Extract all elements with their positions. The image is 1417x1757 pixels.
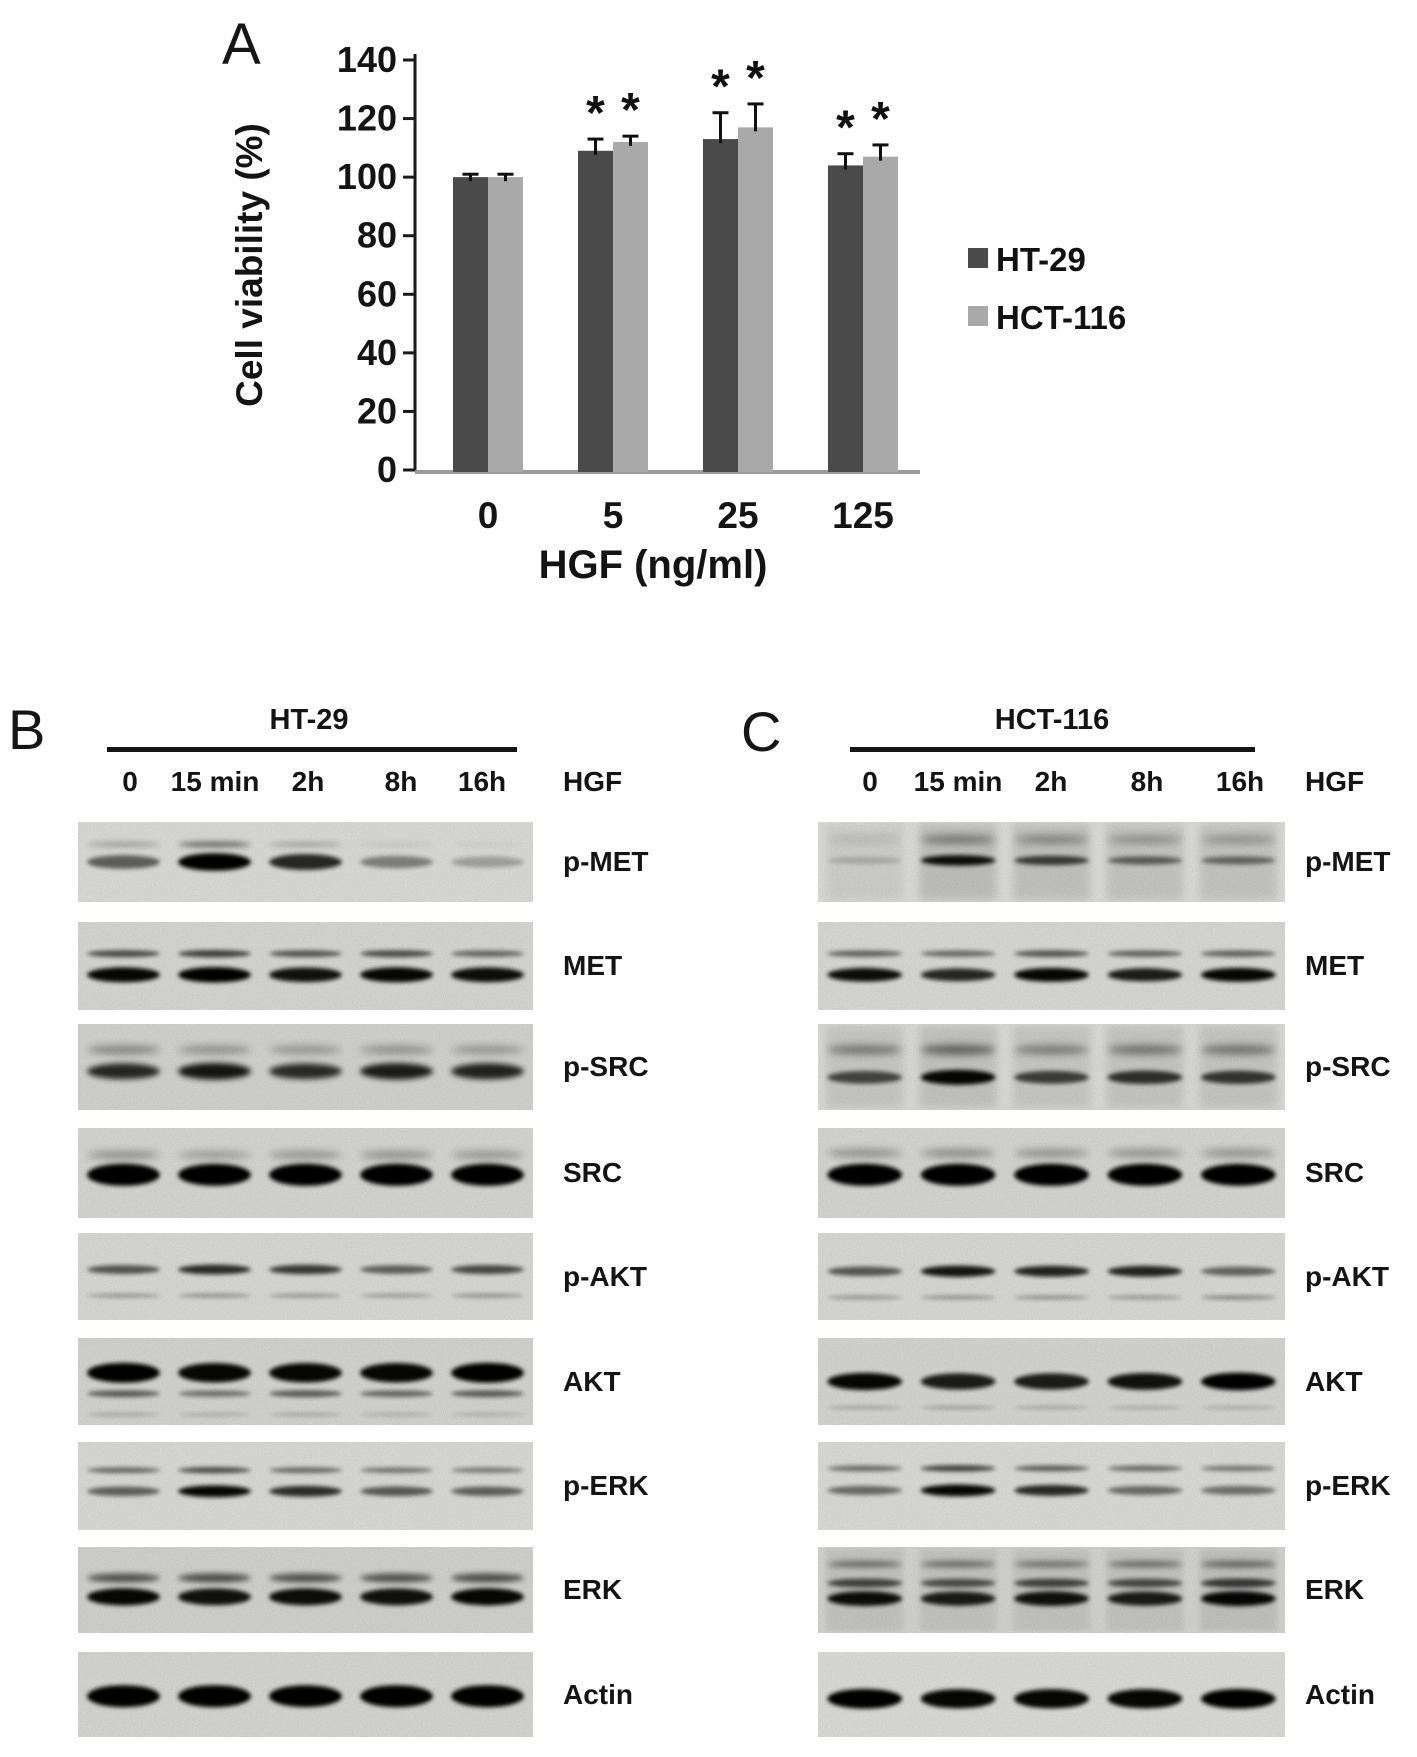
protein-label-b-5: AKT xyxy=(563,1365,621,1397)
protein-label-b-3: SRC xyxy=(563,1157,623,1188)
blot-strip-HCT-116-p-SRC xyxy=(818,1024,1285,1110)
bar-HT-29-25 xyxy=(703,139,738,473)
blot-strip-HCT-116-AKT xyxy=(818,1338,1285,1425)
legend-swatch-ht29 xyxy=(968,248,988,268)
blot-strip-HT-29-Actin xyxy=(78,1652,533,1737)
protein-label-c-2: p-SRC xyxy=(1305,1051,1391,1082)
blot-strip-HCT-116-p-AKT xyxy=(818,1233,1285,1320)
y-tick-label: 100 xyxy=(337,156,397,197)
blot-strip-HCT-116-MET xyxy=(818,922,1285,1010)
blot-strip-HCT-116-SRC xyxy=(818,1128,1285,1218)
blot-strip-HT-29-MET xyxy=(78,922,533,1010)
protein-label-b-7: ERK xyxy=(563,1574,623,1605)
cell-viability-bar-chart: 0 20 40 60 80 100 120 140 Cell viability (%) 0 * * 5… xyxy=(229,39,920,587)
protein-label-b-2: p-SRC xyxy=(563,1051,649,1082)
y-tick-label: 80 xyxy=(357,215,397,256)
panel-c-lane-label-1: 15 min xyxy=(913,766,1003,797)
panel-b-title-underline xyxy=(107,747,517,752)
panel-c-lane-label-2: 2h xyxy=(1034,766,1068,797)
protein-label-c-5: AKT xyxy=(1305,1365,1363,1397)
blot-strip-HCT-116-Actin xyxy=(818,1652,1285,1737)
y-tick-label: 60 xyxy=(357,273,397,314)
blot-strip-HCT-116-ERK xyxy=(818,1547,1285,1633)
protein-label-c-3: SRC xyxy=(1305,1157,1365,1188)
legend-swatch-hct116 xyxy=(968,306,988,326)
panel-b-lane-label-1: 15 min xyxy=(170,766,260,797)
significance-star: * xyxy=(711,61,730,114)
significance-star: * xyxy=(836,102,855,155)
x-axis-title: HGF (ng/ml) xyxy=(539,543,768,587)
panel-a-letter: A xyxy=(222,12,261,77)
protein-label-c-4: p-AKT xyxy=(1305,1260,1389,1292)
significance-star: * xyxy=(871,93,890,146)
protein-label-b-4: p-AKT xyxy=(563,1260,647,1292)
x-category-label: 125 xyxy=(832,495,894,536)
bar-HT-29-0 xyxy=(453,177,488,472)
x-category-label: 25 xyxy=(717,495,758,536)
blot-strip-HCT-116-p-ERK xyxy=(818,1442,1285,1530)
bar-HCT-116-5 xyxy=(613,142,648,472)
protein-label-c-0: p-MET xyxy=(1305,846,1391,877)
panel-c-lane-label-3: 8h xyxy=(1130,766,1164,797)
protein-label-b-1: MET xyxy=(563,950,623,981)
panel-b-lane-label-4: 16h xyxy=(457,766,507,797)
bar-HT-29-5 xyxy=(578,150,613,473)
protein-label-b-8: Actin xyxy=(563,1678,633,1710)
panel-c-hgf-label: HGF xyxy=(1305,766,1365,797)
protein-label-c-1: MET xyxy=(1305,950,1365,981)
protein-label-b-0: p-MET xyxy=(563,846,649,877)
blot-strip-HCT-116-p-MET xyxy=(818,822,1285,902)
bar-HCT-116-125 xyxy=(863,156,898,472)
y-tick-label: 140 xyxy=(337,39,397,80)
bar-HCT-116-0 xyxy=(488,177,523,472)
protein-label-c-8: Actin xyxy=(1305,1678,1375,1710)
panel-c-letter: C xyxy=(741,700,782,763)
panel-b-lane-label-0: 0 xyxy=(122,766,138,797)
x-category-label: 0 xyxy=(478,495,499,536)
significance-star: * xyxy=(586,87,605,140)
panel-b-title: HT-29 xyxy=(269,704,349,736)
blot-strip-HT-29-SRC xyxy=(78,1128,533,1218)
y-tick-label: 40 xyxy=(357,332,397,373)
y-tick-label: 0 xyxy=(377,449,397,490)
blot-strip-HT-29-p-MET xyxy=(78,822,533,902)
panel-b-lane-label-2: 2h xyxy=(291,766,325,797)
significance-star: * xyxy=(621,84,640,137)
y-axis-title: Cell viability (%) xyxy=(229,123,270,407)
panel-b-letter: B xyxy=(8,698,46,761)
protein-label-c-6: p-ERK xyxy=(1305,1470,1391,1501)
blot-strip-HT-29-AKT xyxy=(78,1338,533,1425)
legend-label-hct116: HCT-116 xyxy=(996,299,1127,336)
panel-b-lane-label-3: 8h xyxy=(384,766,418,797)
blot-strip-HT-29-p-ERK xyxy=(78,1442,533,1530)
protein-label-c-7: ERK xyxy=(1305,1574,1365,1605)
panel-c-lane-label-0: 0 xyxy=(862,766,878,797)
y-tick-label: 20 xyxy=(357,390,397,431)
significance-star: * xyxy=(746,52,765,105)
legend-label-ht29: HT-29 xyxy=(996,241,1086,278)
panel-c-title: HCT-116 xyxy=(994,704,1110,736)
blot-strip-HT-29-p-SRC xyxy=(78,1024,533,1110)
bar-HCT-116-25 xyxy=(738,127,773,472)
bar-HT-29-125 xyxy=(828,165,863,472)
blot-strip-HT-29-p-AKT xyxy=(78,1233,533,1320)
blot-strip-HT-29-ERK xyxy=(78,1547,533,1633)
panel-c-title-underline xyxy=(850,747,1255,752)
panel-b-hgf-label: HGF xyxy=(563,766,623,797)
protein-label-b-6: p-ERK xyxy=(563,1470,649,1501)
panel-c-lane-label-4: 16h xyxy=(1215,766,1265,797)
x-category-label: 5 xyxy=(603,495,624,536)
y-tick-label: 120 xyxy=(337,98,397,139)
